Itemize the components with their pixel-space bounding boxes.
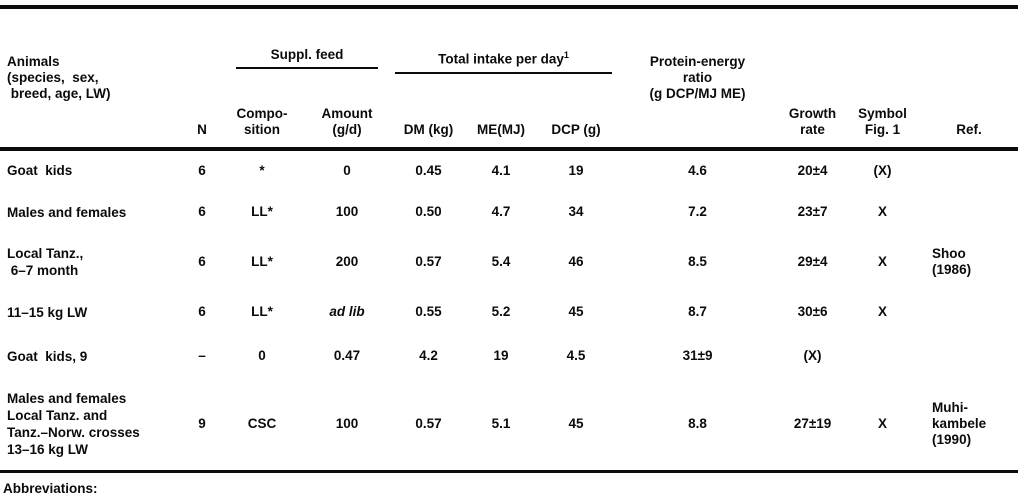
cell-dm: 0.57 bbox=[415, 254, 442, 269]
table-row: Local Tanz., 6–7 month 6 LL* 200 0.57 5.4 46 8.… bbox=[0, 234, 1018, 291]
cell-n: 6 bbox=[198, 204, 206, 219]
cell-ref: Muhi- kambele (1990) bbox=[932, 400, 987, 448]
cell-amount: 100 bbox=[335, 204, 359, 219]
cell-me: 4.1 bbox=[491, 162, 511, 178]
cell-me: 5.2 bbox=[491, 304, 511, 319]
cell-symbol: (X) bbox=[873, 162, 892, 178]
cell-ref: Shoo (1986) bbox=[932, 246, 972, 277]
table-row: 11–15 kg LW 6 LL* ad lib 0.55 5.2 45 8.7 30±6 X bbox=[0, 291, 1018, 334]
cell-dcp: 34 bbox=[568, 204, 584, 219]
cell-animal: 11–15 kg LW bbox=[7, 304, 88, 320]
cell-symbol: X bbox=[878, 304, 888, 319]
cell-growth: 27±19 bbox=[793, 416, 832, 432]
cell-amount: 100 bbox=[335, 416, 359, 432]
cell-me: 5.1 bbox=[491, 416, 511, 432]
table-body: Goat kids 6 * 0 0.45 4.1 19 4.6 20±4 (X) Males and… bbox=[0, 149, 1018, 472]
cell-n: – bbox=[198, 348, 206, 363]
cell-me: 4.7 bbox=[491, 204, 511, 219]
cell-dm: 0.50 bbox=[415, 204, 442, 219]
cell-composition: LL* bbox=[251, 204, 273, 219]
table-row: Males and females 6 LL* 100 0.50 4.7 34 7.2 23±7… bbox=[0, 191, 1018, 234]
cell-n: 9 bbox=[198, 416, 206, 432]
col-header-me: ME(MJ) bbox=[477, 121, 526, 137]
cell-animal: Local Tanz., 6–7 month bbox=[7, 246, 84, 278]
col-header-dcp: DCP (g) bbox=[551, 121, 601, 137]
header-row-groups: Animals (species, sex, breed, age, LW) N… bbox=[0, 7, 1018, 137]
footnote-text: Abbreviations: bbox=[3, 481, 98, 496]
cell-me: 5.4 bbox=[491, 254, 511, 269]
suppl-feed-group-label: Suppl. feed bbox=[236, 47, 379, 69]
cell-symbol: X bbox=[878, 416, 888, 432]
cell-growth: 23±7 bbox=[797, 204, 828, 219]
footnote-line: Abbreviations: bbox=[3, 481, 1015, 497]
cell-ref bbox=[920, 191, 1018, 234]
cell-symbol bbox=[845, 334, 920, 379]
cell-dcp: 4.5 bbox=[566, 348, 586, 363]
cell-dm: 4.2 bbox=[419, 348, 438, 363]
cell-amount: 0.47 bbox=[333, 348, 361, 363]
cell-ratio: 8.7 bbox=[688, 304, 707, 319]
cell-dcp: 19 bbox=[568, 162, 584, 178]
footnote-marker-1: 1 bbox=[563, 50, 569, 60]
cell-ref bbox=[920, 334, 1018, 379]
cell-composition: LL* bbox=[251, 254, 273, 269]
col-header-amount: Amount (g/d) bbox=[321, 105, 373, 137]
header-row-subcolumns: Compo- sition Amount (g/d) DM (kg) ME(MJ… bbox=[0, 106, 1018, 149]
cell-amount: 0 bbox=[343, 162, 351, 178]
cell-ref bbox=[920, 149, 1018, 191]
col-header-protein-energy-ratio: Protein-energy ratio (g DCP/MJ ME) bbox=[649, 53, 746, 101]
cell-me: 19 bbox=[493, 348, 509, 363]
col-header-symbol-fig1: Symbol Fig. 1 bbox=[858, 105, 907, 137]
cell-growth: 30±6 bbox=[797, 304, 828, 319]
cell-symbol: X bbox=[878, 254, 888, 269]
cell-growth: (X) bbox=[803, 348, 822, 363]
cell-n: 6 bbox=[198, 304, 206, 319]
cell-animal: Goat kids bbox=[7, 163, 73, 178]
cell-dcp: 45 bbox=[568, 416, 584, 432]
cell-composition: 0 bbox=[258, 348, 266, 363]
col-header-growth-rate: Growth rate bbox=[788, 105, 837, 137]
cell-animal: Males and females Local Tanz. and Tanz.–… bbox=[7, 391, 140, 458]
cell-ref bbox=[920, 291, 1018, 334]
cell-amount: ad lib bbox=[329, 304, 365, 319]
cell-ratio: 8.8 bbox=[688, 416, 707, 432]
col-group-suppl-feed: Suppl. feed bbox=[222, 7, 392, 106]
cell-animal: Goat kids, 9 bbox=[7, 348, 88, 364]
cell-growth: 20±4 bbox=[797, 162, 828, 178]
cell-dcp: 45 bbox=[568, 304, 584, 319]
cell-amount: 200 bbox=[335, 254, 359, 269]
col-header-n: N bbox=[197, 121, 207, 137]
cell-n: 6 bbox=[198, 162, 206, 178]
feed-intake-table: Animals (species, sex, breed, age, LW) N… bbox=[0, 5, 1018, 473]
cell-growth: 29±4 bbox=[797, 254, 828, 269]
cell-ratio: 4.6 bbox=[688, 162, 707, 178]
col-header-composition: Compo- sition bbox=[236, 105, 288, 137]
cell-ratio: 7.2 bbox=[688, 204, 707, 219]
col-group-total-intake: Total intake per day1 bbox=[392, 7, 615, 106]
cell-composition: * bbox=[259, 162, 265, 178]
cell-dm: 0.45 bbox=[415, 162, 442, 178]
col-header-dm: DM (kg) bbox=[403, 121, 454, 137]
cell-dm: 0.57 bbox=[415, 416, 442, 432]
cell-composition: LL* bbox=[251, 304, 273, 319]
total-intake-group-label: Total intake per day1 bbox=[395, 47, 613, 74]
cell-n: 6 bbox=[198, 254, 206, 269]
table-row: Goat kids 6 * 0 0.45 4.1 19 4.6 20±4 (X) bbox=[0, 149, 1018, 191]
table-row: Goat kids, 9 – 0 0.47 4.2 19 4.5 31±9 (X) bbox=[0, 334, 1018, 379]
total-intake-text: Total intake per day bbox=[438, 51, 564, 67]
cell-composition: CSC bbox=[247, 416, 277, 432]
cell-animal: Males and females bbox=[7, 204, 127, 220]
cell-ratio: 31±9 bbox=[682, 348, 713, 363]
col-header-animals: Animals (species, sex, breed, age, LW) bbox=[7, 53, 111, 101]
table-footnotes: Abbreviations:LL = Leucaena leucocephala… bbox=[0, 473, 1018, 501]
cell-ratio: 8.5 bbox=[688, 254, 707, 269]
cell-dm: 0.55 bbox=[415, 304, 442, 319]
col-header-ref: Ref. bbox=[956, 121, 982, 137]
cell-dcp: 46 bbox=[568, 254, 584, 269]
table-header: Animals (species, sex, breed, age, LW) N… bbox=[0, 7, 1018, 149]
table-row: Males and females Local Tanz. and Tanz.–… bbox=[0, 379, 1018, 472]
cell-symbol: X bbox=[878, 204, 888, 219]
